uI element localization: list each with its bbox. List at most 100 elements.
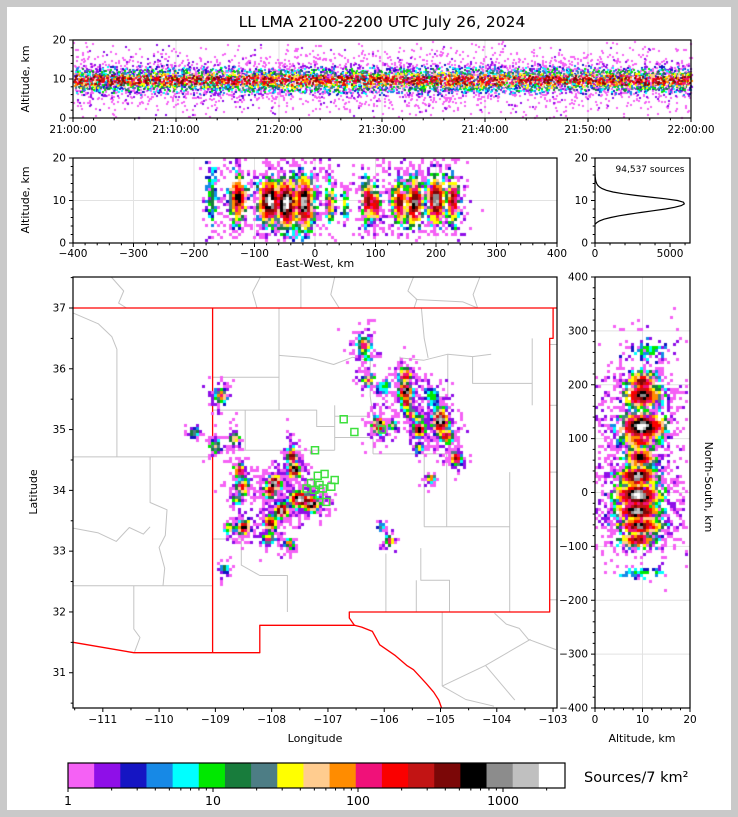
colorbar-bin <box>198 763 226 788</box>
east-west-y-axis-label: Altitude, km <box>19 166 32 233</box>
north-south-y-axis-label: North-South, km <box>702 442 715 533</box>
north-south-x-axis-label: Altitude, km <box>608 732 675 745</box>
tick-label: 10 <box>53 74 66 86</box>
lma-station-marker <box>302 484 311 493</box>
colorbar-bin <box>224 763 252 788</box>
colorbar-tick-label: 10 <box>205 793 221 808</box>
tick-label: 31 <box>53 667 66 679</box>
tick-label: −111 <box>88 714 117 726</box>
lma-station-marker <box>322 497 331 507</box>
tick-label: 10 <box>53 195 66 207</box>
tick-label: 21:10:00 <box>152 124 199 136</box>
lma-station-marker <box>313 471 323 481</box>
colorbar-bin <box>120 763 147 788</box>
tick-label: 34 <box>53 485 67 497</box>
tick-label: −100 <box>240 248 269 260</box>
colorbar-bin <box>460 763 488 788</box>
colorbar-bin <box>303 763 331 788</box>
tick-label: 33 <box>53 546 66 558</box>
tick-label: −200 <box>559 595 588 607</box>
tick-label: 0 <box>581 487 588 499</box>
tick-label: −109 <box>201 714 230 726</box>
tick-label: −107 <box>314 714 343 726</box>
tick-label: 20 <box>683 714 696 726</box>
tick-label: 100 <box>568 433 588 445</box>
colorbar-bin <box>512 763 540 788</box>
lma-station-marker <box>315 490 324 500</box>
lma-station-markers <box>302 414 387 507</box>
tick-label: 20 <box>53 35 66 47</box>
colorbar-bin <box>251 763 278 788</box>
colorbar-bin <box>172 763 200 788</box>
tick-label: 32 <box>53 606 66 618</box>
colorbar-bin <box>434 763 461 788</box>
tick-label: 21:50:00 <box>564 124 611 136</box>
tick-label: −108 <box>257 714 286 726</box>
tick-label: −200 <box>180 248 209 260</box>
tick-label: 22:00:00 <box>667 124 714 136</box>
tick-label: 36 <box>53 363 67 375</box>
colorbar-bin <box>538 763 566 788</box>
tick-label: 100 <box>365 248 385 260</box>
colorbar-tick-label: 1 <box>64 793 72 808</box>
axis-ticks <box>69 39 692 712</box>
altitude-histogram-curve <box>594 170 686 225</box>
tick-label: −103 <box>539 714 568 726</box>
colorbar-bin <box>94 763 121 788</box>
tick-label: 21:00:00 <box>49 124 96 136</box>
map-x-axis-label: Longitude <box>288 732 343 745</box>
colorbar-bin <box>146 763 174 788</box>
tick-label: −100 <box>559 541 588 553</box>
panel-frames <box>72 39 692 709</box>
tick-label: 400 <box>568 272 588 284</box>
colorbar-title: Sources/7 km² <box>584 770 688 786</box>
tick-label: 10 <box>575 195 588 207</box>
tick-label: 300 <box>486 248 506 260</box>
tick-label: 35 <box>53 424 66 436</box>
tick-label: 200 <box>568 379 588 391</box>
tick-label: 0 <box>592 714 599 726</box>
tick-label: 0 <box>59 238 66 250</box>
colorbar-tick-label: 100 <box>346 793 370 808</box>
map-y-axis-label: Latitude <box>27 469 40 515</box>
lma-station-marker <box>350 427 359 437</box>
time-height-y-axis-label: Altitude, km <box>19 45 32 112</box>
tick-label: 20 <box>575 153 588 165</box>
tick-label: 200 <box>426 248 446 260</box>
colorbar-bin <box>486 763 514 788</box>
colorbar-bin <box>355 763 383 788</box>
chart-title: LL LMA 2100-2200 UTC July 26, 2024 <box>239 13 526 31</box>
lma-station-marker <box>310 446 320 455</box>
lma-station-marker <box>320 469 329 479</box>
tick-label: −106 <box>370 714 399 726</box>
tick-label: 21:30:00 <box>358 124 405 136</box>
lma-station-marker <box>339 414 348 424</box>
tick-label: −400 <box>559 703 588 715</box>
tick-label: −110 <box>145 714 174 726</box>
tick-label: 21:40:00 <box>461 124 508 136</box>
tick-label: 0 <box>312 248 319 260</box>
histogram-annotation: 94,537 sources <box>616 165 685 175</box>
tick-label: 300 <box>568 325 588 337</box>
tick-label: 0 <box>592 248 599 260</box>
tick-label: 21:20:00 <box>255 124 302 136</box>
tick-label: 20 <box>53 153 66 165</box>
tick-label: 400 <box>547 248 567 260</box>
east-west-x-axis-label: East-West, km <box>276 257 354 270</box>
axis-tick-labels: 21:00:00 21:10:00 21:20:00 21:30:00 21:40:00… <box>49 35 714 727</box>
colorbar: 1 10 100 1000 <box>64 762 566 808</box>
colorbar-bin <box>277 763 304 788</box>
tick-label: −400 <box>59 248 88 260</box>
colorbar-bin <box>408 763 435 788</box>
lma-station-marker <box>310 485 319 495</box>
lma-station-marker <box>377 425 387 434</box>
tick-label: −300 <box>559 649 588 661</box>
tick-label: 5000 <box>657 248 684 260</box>
tick-label: 0 <box>59 113 66 125</box>
colorbar-bin <box>381 763 409 788</box>
colorbar-tick-label: 1000 <box>487 793 519 808</box>
tick-label: −104 <box>482 714 511 726</box>
colorbar-bin <box>68 763 95 788</box>
